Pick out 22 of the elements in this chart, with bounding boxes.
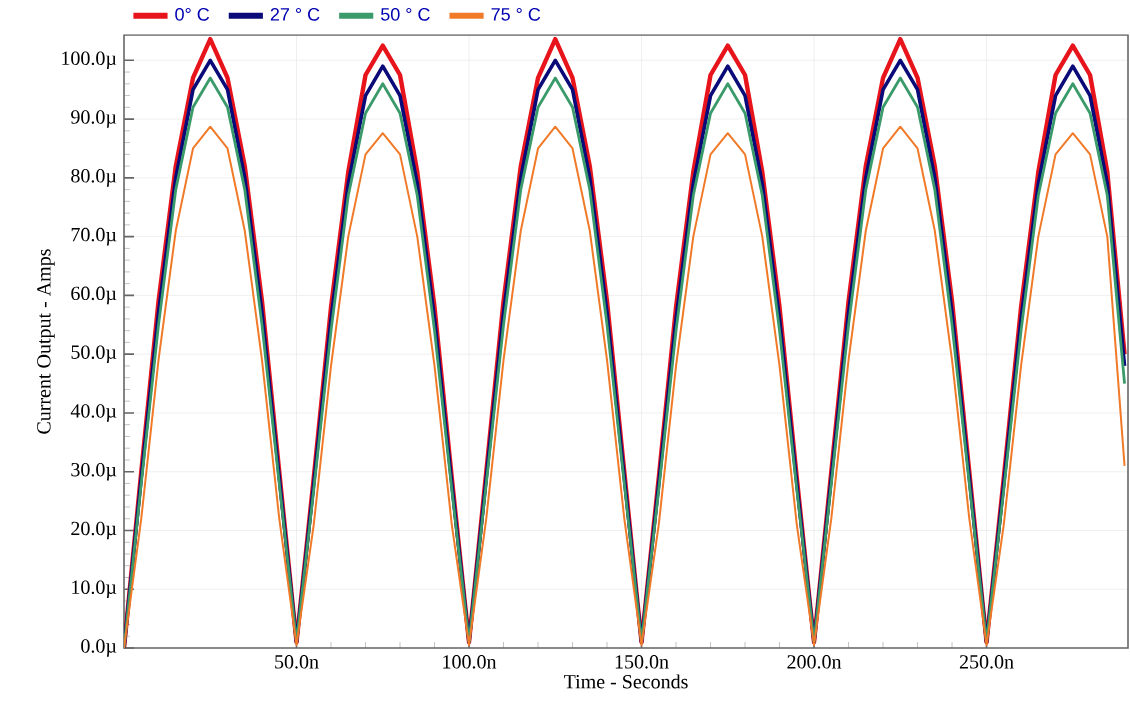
y-tick-label: 20.0µ [71,521,117,540]
y-tick-label: 50.0µ [71,345,117,363]
x-tick-label: 200.0n [787,655,842,669]
legend-label: 50 ° C [380,7,430,21]
x-tick-label: 100.0n [443,655,497,669]
y-tick-label: 80.0µ [71,169,117,187]
legend-label: 75 ° C [491,7,541,21]
legend-label: 0° C [175,7,210,21]
y-tick-label: 0.0µ [81,639,117,657]
y-axis-title: Current Output - Amps [37,249,55,434]
legend-label: 27 ° C [270,7,320,21]
y-tick-label: 100.0µ [62,51,117,70]
x-axis-title: Time - Seconds [563,674,688,689]
y-tick-label: 90.0µ [71,110,117,128]
y-tick-label: 30.0µ [71,462,117,481]
x-tick-label: 50.0n [275,655,319,669]
y-tick-label: 10.0µ [72,580,117,599]
x-tick-label: 150.0n [615,655,669,669]
x-tick-label: 250.0n [959,655,1014,669]
y-tick-label: 40.0µ [70,404,117,422]
y-tick-label: 60.0µ [71,286,117,305]
y-tick-label: 70.0µ [71,227,117,246]
